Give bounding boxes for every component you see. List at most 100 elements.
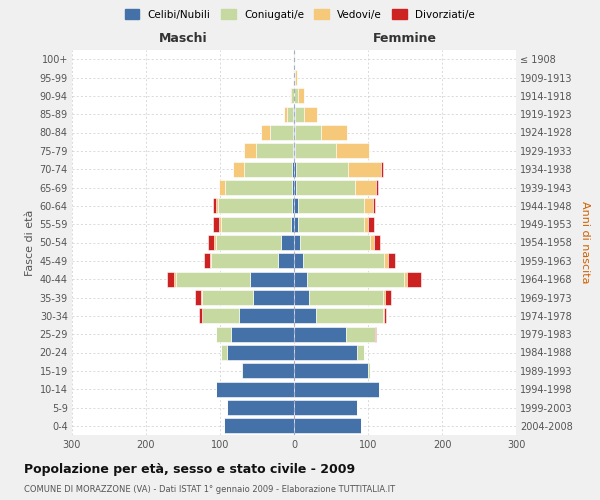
Bar: [295, 70, 297, 85]
Bar: [294, 144, 295, 158]
Bar: [221, 216, 291, 232]
Bar: [278, 254, 294, 268]
Bar: [294, 326, 346, 342]
Bar: [303, 254, 384, 268]
Bar: [316, 308, 383, 324]
Bar: [294, 125, 295, 140]
Bar: [294, 382, 379, 396]
Bar: [294, 290, 309, 305]
Bar: [294, 235, 300, 250]
Bar: [373, 198, 376, 214]
Bar: [293, 70, 294, 85]
Bar: [195, 290, 201, 305]
Bar: [385, 290, 391, 305]
Bar: [368, 364, 370, 378]
Bar: [174, 272, 176, 286]
Bar: [214, 216, 219, 232]
Bar: [294, 216, 298, 232]
Bar: [346, 326, 376, 342]
Bar: [294, 162, 296, 176]
Bar: [292, 162, 294, 176]
Bar: [215, 198, 218, 214]
Bar: [370, 235, 374, 250]
Bar: [227, 400, 294, 415]
Bar: [208, 235, 214, 250]
Bar: [256, 144, 293, 158]
Bar: [253, 290, 294, 305]
Bar: [296, 180, 355, 195]
Bar: [295, 144, 336, 158]
Bar: [291, 216, 294, 232]
Text: COMUNE DI MORAZZONE (VA) - Dati ISTAT 1° gennaio 2009 - Elaborazione TUTTITALIA.: COMUNE DI MORAZZONE (VA) - Dati ISTAT 1°…: [24, 485, 395, 494]
Bar: [294, 345, 357, 360]
Bar: [221, 345, 227, 360]
Bar: [201, 290, 202, 305]
Bar: [291, 88, 294, 104]
Bar: [294, 272, 307, 286]
Bar: [295, 106, 304, 122]
Bar: [364, 216, 368, 232]
Bar: [214, 198, 215, 214]
Bar: [239, 308, 294, 324]
Bar: [404, 272, 407, 286]
Bar: [244, 144, 256, 158]
Text: Popolazione per età, sesso e stato civile - 2009: Popolazione per età, sesso e stato civil…: [24, 462, 355, 475]
Bar: [290, 88, 291, 104]
Bar: [348, 162, 382, 176]
Legend: Celibi/Nubili, Coniugati/e, Vedovi/e, Divorziati/e: Celibi/Nubili, Coniugati/e, Vedovi/e, Di…: [121, 5, 479, 24]
Bar: [219, 216, 221, 232]
Bar: [309, 290, 383, 305]
Bar: [355, 180, 376, 195]
Bar: [202, 290, 253, 305]
Bar: [176, 272, 250, 286]
Bar: [388, 254, 395, 268]
Bar: [295, 125, 322, 140]
Bar: [383, 308, 386, 324]
Bar: [296, 162, 348, 176]
Bar: [364, 198, 373, 214]
Text: Maschi: Maschi: [158, 32, 208, 44]
Bar: [219, 180, 225, 195]
Bar: [227, 345, 294, 360]
Bar: [298, 216, 364, 232]
Bar: [294, 106, 295, 122]
Bar: [294, 400, 357, 415]
Bar: [167, 272, 174, 286]
Bar: [304, 106, 317, 122]
Bar: [281, 235, 294, 250]
Bar: [204, 254, 209, 268]
Bar: [293, 144, 294, 158]
Bar: [294, 254, 303, 268]
Text: Femmine: Femmine: [373, 32, 437, 44]
Bar: [294, 308, 316, 324]
Bar: [284, 106, 287, 122]
Bar: [300, 235, 370, 250]
Bar: [231, 326, 294, 342]
Bar: [407, 272, 421, 286]
Bar: [293, 125, 294, 140]
Bar: [357, 345, 364, 360]
Bar: [382, 162, 383, 176]
Bar: [294, 418, 361, 434]
Bar: [241, 364, 242, 378]
Y-axis label: Fasce di età: Fasce di età: [25, 210, 35, 276]
Bar: [368, 216, 374, 232]
Bar: [292, 198, 294, 214]
Bar: [383, 290, 385, 305]
Bar: [199, 308, 202, 324]
Bar: [218, 198, 292, 214]
Bar: [294, 70, 295, 85]
Bar: [307, 272, 404, 286]
Bar: [294, 180, 296, 195]
Bar: [336, 144, 370, 158]
Bar: [224, 418, 294, 434]
Bar: [242, 364, 294, 378]
Bar: [287, 106, 293, 122]
Bar: [294, 364, 368, 378]
Bar: [294, 52, 295, 66]
Bar: [298, 198, 364, 214]
Bar: [271, 125, 293, 140]
Bar: [384, 254, 388, 268]
Bar: [298, 88, 304, 104]
Y-axis label: Anni di nascita: Anni di nascita: [580, 201, 590, 284]
